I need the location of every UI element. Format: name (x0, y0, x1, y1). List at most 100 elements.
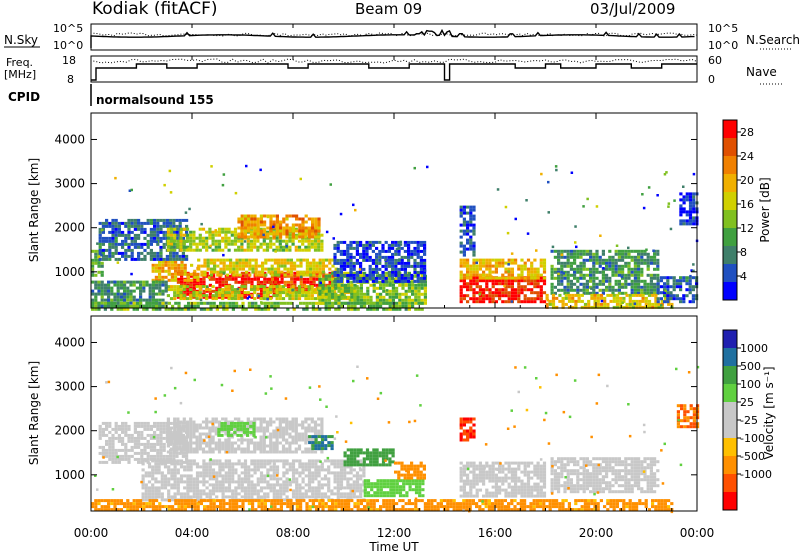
heatmap-cell (362, 249, 366, 253)
heatmap-cell (198, 441, 202, 445)
heatmap-cell (165, 221, 169, 225)
heatmap-cell (263, 474, 267, 478)
heatmap-cell (143, 421, 147, 425)
heatmap-cell (517, 279, 521, 283)
heatmap-cell (172, 242, 176, 246)
heatmap-cell (214, 294, 218, 298)
heatmap-cell (498, 297, 502, 301)
heatmap-cell (121, 448, 125, 452)
heatmap-cell (253, 217, 257, 221)
heatmap-cell (137, 236, 141, 240)
heatmap-cell (391, 264, 395, 268)
heatmap-cell (324, 286, 328, 290)
heatmap-cell (307, 459, 312, 463)
heatmap-cell (211, 429, 215, 433)
heatmap-cell (221, 468, 225, 472)
heatmap-cell (472, 288, 476, 292)
heatmap-cell (257, 307, 261, 311)
heatmap-cell (179, 248, 183, 252)
heatmap-cell (526, 232, 530, 235)
heatmap-cell (318, 292, 322, 296)
heatmap-cell (149, 233, 153, 237)
heatmap-cell (195, 477, 200, 481)
heatmap-cell (550, 273, 554, 277)
heatmap-cell (267, 258, 271, 262)
heatmap-cell (579, 261, 583, 265)
heatmap-cell (353, 298, 357, 302)
heatmap-cell (571, 296, 575, 300)
heatmap-cell (647, 302, 652, 306)
heatmap-cell (107, 280, 111, 284)
heatmap-cell (560, 267, 564, 271)
heatmap-cell (127, 457, 131, 461)
heatmap-cell (211, 459, 216, 463)
heatmap-cell (498, 261, 502, 265)
heatmap-cell (311, 477, 315, 481)
heatmap-cell (110, 298, 114, 302)
heatmap-cell (320, 233, 324, 237)
heatmap-cell (466, 211, 470, 215)
heatmap-cell (656, 261, 660, 265)
heatmap-cell (321, 267, 325, 271)
heatmap-cell (215, 286, 219, 290)
heatmap-cell (688, 201, 693, 205)
heatmap-cell (362, 474, 366, 478)
heatmap-cell (97, 283, 101, 287)
heatmap-cell (301, 235, 305, 239)
heatmap-cell (267, 301, 271, 305)
heatmap-cell (475, 276, 479, 280)
heatmap-cell (413, 258, 417, 262)
heatmap-cell (501, 273, 505, 277)
heatmap-cell (98, 445, 102, 449)
heatmap-cell (185, 248, 190, 252)
heatmap-cell (151, 474, 155, 478)
heatmap-cell (139, 280, 143, 284)
heatmap-cell (224, 295, 228, 299)
heatmap-cell (608, 276, 612, 280)
heatmap-cell (174, 269, 178, 273)
heatmap-cell (222, 261, 226, 265)
heatmap-cell (214, 447, 218, 451)
heatmap-cell (423, 249, 427, 253)
heatmap-cell (599, 293, 604, 297)
heatmap-cell (330, 471, 334, 475)
heatmap-cell (169, 227, 174, 231)
heatmap-cell (140, 433, 144, 437)
heatmap-cell (336, 273, 340, 277)
heatmap-cell (318, 301, 322, 305)
heatmap-cell (398, 307, 402, 311)
heatmap-cell (146, 445, 150, 449)
heatmap-cell (187, 301, 191, 305)
heatmap-cell (679, 285, 683, 289)
heatmap-cell (214, 233, 218, 237)
heatmap-cell (490, 275, 493, 278)
heatmap-cell (355, 495, 360, 499)
heatmap-cell (520, 258, 524, 262)
heatmap-cell (202, 459, 206, 463)
heatmap-cell (615, 299, 620, 303)
heatmap-cell (201, 236, 206, 240)
heatmap-cell (576, 267, 580, 271)
heatmap-cell (598, 261, 602, 265)
heatmap-cell (328, 267, 332, 271)
heatmap-cell (536, 285, 540, 289)
heatmap-cell (178, 254, 182, 258)
heatmap-cell (472, 226, 476, 230)
heatmap-cell (478, 258, 482, 262)
heatmap-cell (227, 477, 232, 481)
heatmap-cell (375, 255, 379, 259)
heatmap-cell (127, 245, 131, 249)
heatmap-cell (288, 229, 292, 233)
heatmap-cell (291, 465, 296, 469)
heatmap-cell (195, 242, 199, 246)
heatmap-cell (291, 242, 295, 246)
heatmap-cell (183, 278, 187, 282)
heatmap-cell (169, 233, 174, 237)
heatmap-cell (478, 285, 482, 289)
heatmap-cell (630, 270, 634, 274)
heatmap-cell (459, 300, 463, 304)
heatmap-cell (279, 459, 283, 463)
heatmap-cell (173, 291, 177, 295)
heatmap-cell (143, 230, 147, 234)
heatmap-cell (352, 495, 356, 499)
